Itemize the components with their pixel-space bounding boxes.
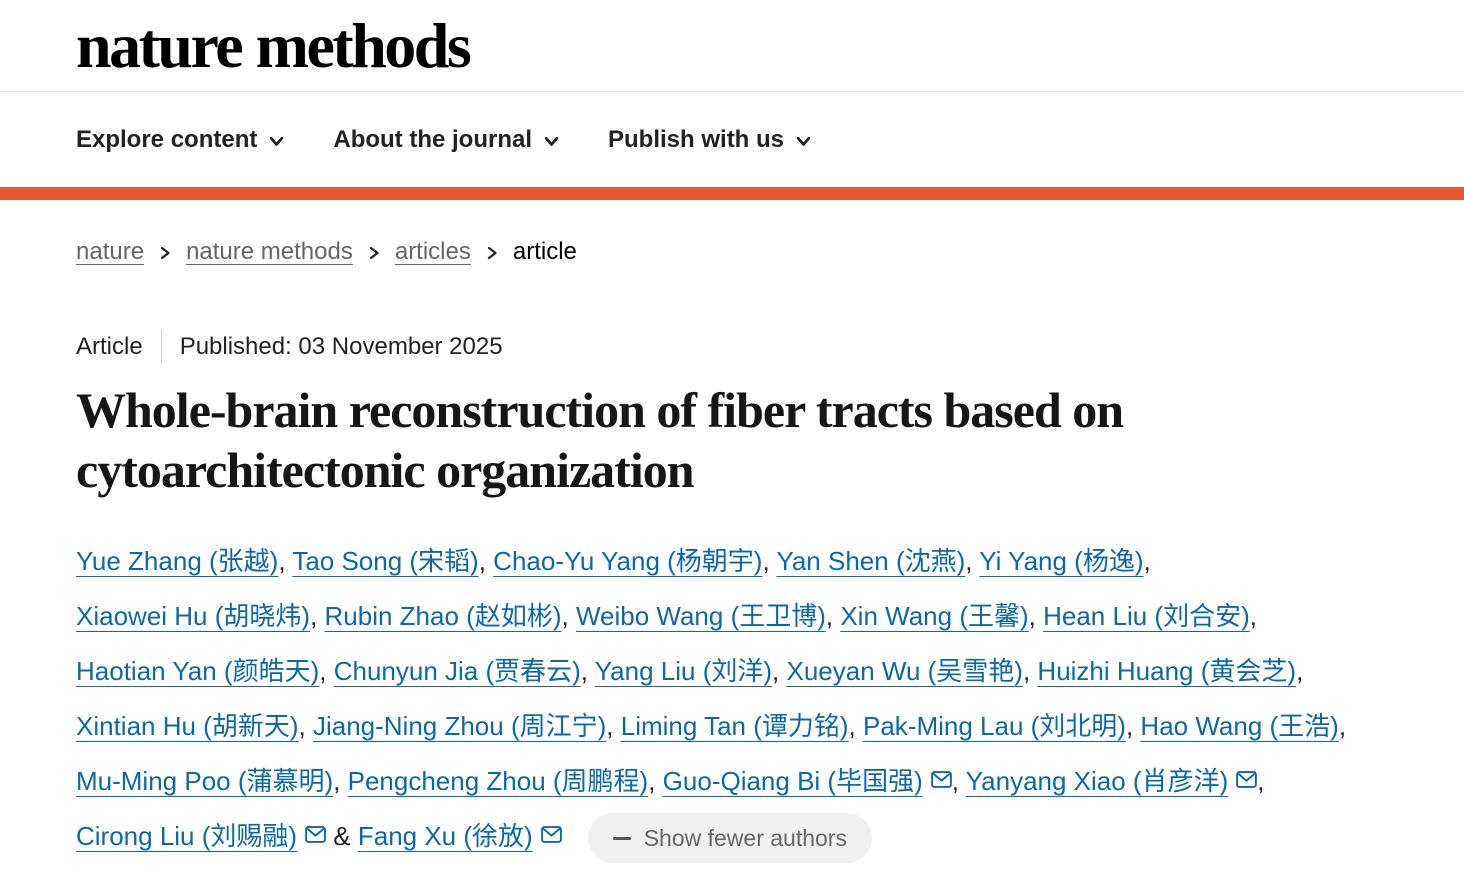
nav-item-label: Publish with us [608,125,785,153]
author-separator: , [825,601,841,631]
article-type-label: Article [76,333,143,360]
article-meta: Article Published: 03 November 2025 [76,330,1464,364]
author-separator: , [1028,601,1044,631]
author-separator: , [580,656,595,686]
author-separator: , [762,546,777,576]
author-link[interactable]: Yi Yang (杨逸) [979,546,1144,576]
breadcrumb-separator [159,246,171,260]
author-separator: , [1143,546,1151,576]
email-icon[interactable] [930,754,952,809]
author-link[interactable]: Tao Song (宋韬) [292,546,479,576]
show-fewer-authors-button[interactable]: Show fewer authors [587,813,872,864]
author-link[interactable]: Yanyang Xiao (肖彦洋) [965,766,1229,796]
breadcrumb: nature nature methods articles article [76,238,1464,266]
author-link[interactable]: Chunyun Jia (贾春云) [333,656,581,686]
author-separator: , [1296,656,1304,686]
author-link[interactable]: Huizhi Huang (黄会芝) [1037,656,1297,686]
journal-accent-bar [0,187,1464,200]
breadcrumb-link-nature-methods[interactable]: nature methods [186,238,353,265]
nav-item-label: About the journal [333,125,533,153]
nav-item-about-the-journal[interactable]: About the journal [333,126,560,154]
author-link[interactable]: Rubin Zhao (赵如彬) [324,601,562,631]
site-header: nature methods Explore content About the … [0,0,1464,200]
author-separator: , [1338,711,1347,741]
author-link[interactable]: Xueyan Wu (吴雪艳) [786,656,1023,686]
author-separator: , [561,601,576,631]
author-separator: , [278,546,293,576]
chevron-right-icon [160,246,170,260]
author-separator: , [848,711,863,741]
email-icon[interactable] [540,809,562,864]
author-separator: , [298,711,313,741]
author-link[interactable]: Xin Wang (王馨) [840,601,1029,631]
published-date: Published: 03 November 2025 [179,333,503,360]
author-link[interactable]: Guo-Qiang Bi (毕国强) [662,766,923,796]
author-link[interactable]: Weibo Wang (王卫博) [575,601,826,631]
author-separator: , [1022,656,1038,686]
author-separator: , [478,546,494,576]
author-separator: , [319,656,334,686]
author-link[interactable]: Xiaowei Hu (胡晓炜) [76,601,311,631]
author-link[interactable]: Yue Zhang (张越) [76,546,279,576]
journal-masthead: nature methods [0,0,1464,92]
author-link[interactable]: Hao Wang (王浩) [1140,711,1339,741]
author-links: Yue Zhang (张越), Tao Song (宋韬), Chao-Yu Y… [76,546,1346,851]
author-link[interactable]: Pengcheng Zhou (周鹏程) [347,766,649,796]
meta-divider [160,330,162,364]
chevron-down-icon [544,136,559,146]
author-separator: , [951,766,966,796]
author-link[interactable]: Yang Liu (刘洋) [594,656,773,686]
nav-item-publish-with-us[interactable]: Publish with us [608,126,812,154]
author-separator: , [772,656,787,686]
author-separator: , [648,766,663,796]
breadcrumb-link-articles[interactable]: articles [394,238,471,265]
author-separator: , [606,711,621,741]
author-link[interactable]: Jiang-Ning Zhou (周江宁) [312,711,607,741]
email-icon[interactable] [1236,754,1258,809]
author-link[interactable]: Xintian Hu (胡新天) [76,711,299,741]
show-fewer-authors-label: Show fewer authors [643,824,847,851]
author-link[interactable]: Cirong Liu (刘赐融) [76,821,298,851]
author-separator: , [333,766,348,796]
breadcrumb-separator [486,246,498,260]
email-icon[interactable] [305,809,326,864]
nav-item-label: Explore content [76,125,258,153]
author-link[interactable]: Mu-Ming Poo (蒲慕明) [76,766,334,796]
author-link[interactable]: Hean Liu (刘合安) [1043,601,1250,631]
chevron-down-icon [270,136,284,146]
breadcrumb-separator [368,246,380,260]
chevron-down-icon [796,136,811,146]
chevron-right-icon [487,246,497,260]
journal-logo[interactable]: nature methods [76,9,472,81]
journal-nav: Explore content About the journal Publish … [0,92,1464,187]
chevron-right-icon [369,246,379,260]
nav-item-explore-content[interactable]: Explore content [76,126,285,154]
author-list: Yue Zhang (张越), Tao Song (宋韬), Chao-Yu Y… [76,534,1391,864]
author-link[interactable]: Pak-Ming Lau (刘北明) [863,711,1126,741]
author-link[interactable]: Haotian Yan (颜皓天) [76,656,320,686]
breadcrumb-current-article: article [512,238,577,265]
author-link[interactable]: Fang Xu (徐放) [357,821,533,851]
author-link[interactable]: Yan Shen (沈燕) [776,546,966,576]
author-separator: , [1125,711,1141,741]
author-link[interactable]: Liming Tan (谭力铭) [620,711,849,741]
author-separator: , [310,601,325,631]
article-header-section: nature nature methods articles article Arti… [0,238,1464,864]
author-link[interactable]: Chao-Yu Yang (杨朝宇) [493,546,763,576]
author-separator: , [1249,601,1257,631]
author-separator: , [1257,766,1265,796]
author-separator: & [326,821,358,851]
article-title: Whole-brain reconstruction of fiber trac… [76,382,1124,498]
breadcrumb-link-nature[interactable]: nature [76,238,145,265]
author-separator: , [965,546,980,576]
minus-icon [612,836,631,840]
